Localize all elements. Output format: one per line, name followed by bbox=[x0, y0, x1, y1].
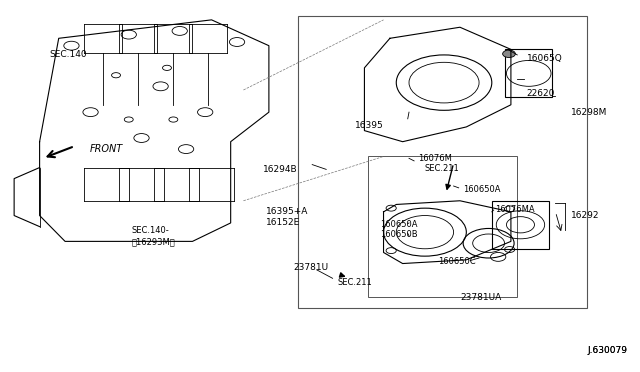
Circle shape bbox=[502, 50, 515, 58]
Text: SEC.140-: SEC.140- bbox=[132, 226, 170, 235]
Text: 16065Q: 16065Q bbox=[527, 54, 563, 63]
Text: SEC.211: SEC.211 bbox=[425, 164, 460, 173]
Text: SEC.211: SEC.211 bbox=[337, 278, 372, 287]
Bar bbox=[298, 16, 588, 308]
Bar bbox=[367, 157, 517, 297]
Text: 160650A: 160650A bbox=[380, 220, 418, 229]
Text: 〰16293M〱: 〰16293M〱 bbox=[132, 237, 176, 246]
Bar bbox=[504, 49, 552, 97]
Text: J.630079: J.630079 bbox=[588, 346, 627, 355]
Text: 16395: 16395 bbox=[355, 121, 383, 129]
Text: 16076M: 16076M bbox=[419, 154, 452, 163]
Bar bbox=[492, 201, 549, 249]
Text: FRONT: FRONT bbox=[90, 144, 122, 154]
Text: 16152E: 16152E bbox=[266, 218, 300, 227]
Text: 160650B: 160650B bbox=[380, 230, 418, 239]
Text: 23781U: 23781U bbox=[293, 263, 328, 272]
Text: J.630079: J.630079 bbox=[588, 346, 627, 355]
Text: 22620: 22620 bbox=[527, 89, 556, 98]
Text: 16294B: 16294B bbox=[262, 165, 297, 174]
Text: 23781UA: 23781UA bbox=[460, 293, 501, 302]
Text: 16292: 16292 bbox=[572, 211, 600, 220]
Text: 16076MA: 16076MA bbox=[495, 205, 534, 215]
Text: 16298M: 16298M bbox=[572, 108, 608, 117]
Text: SEC.140: SEC.140 bbox=[49, 51, 87, 60]
Text: 160650A: 160650A bbox=[463, 185, 500, 194]
Text: 160650C: 160650C bbox=[438, 257, 476, 266]
Text: 16395+A: 16395+A bbox=[266, 207, 308, 217]
